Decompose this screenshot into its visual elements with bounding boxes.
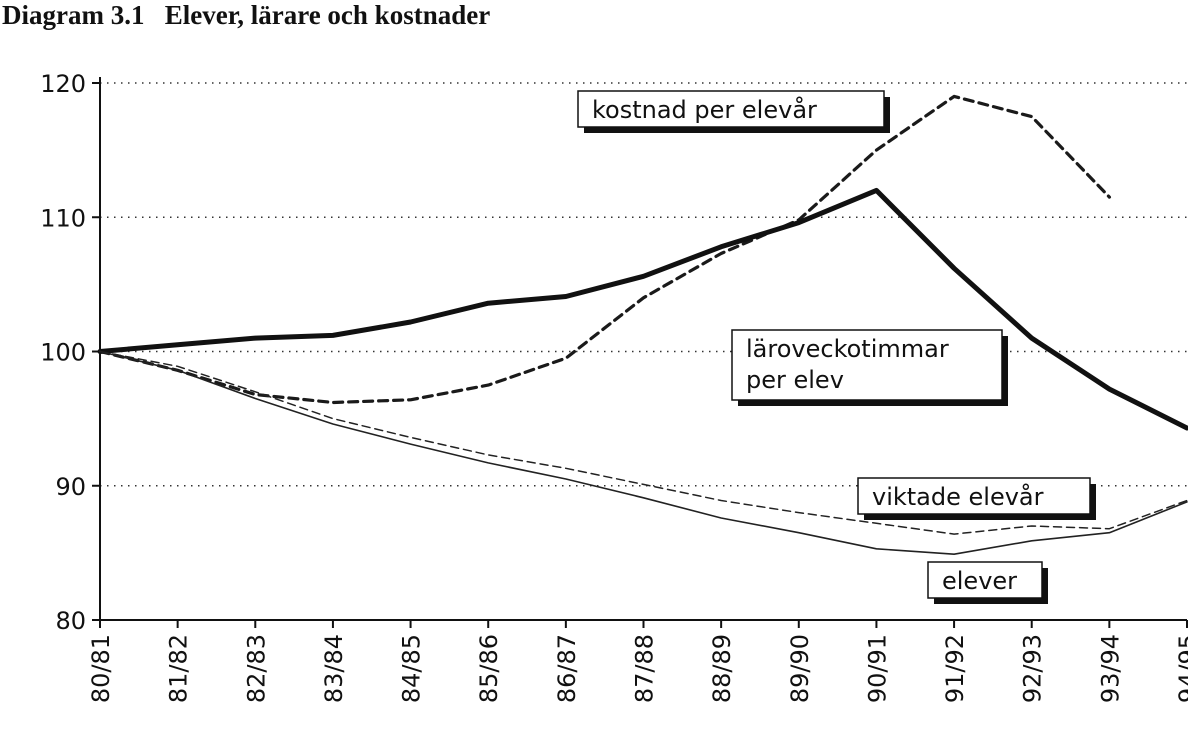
chart-title: Diagram 3.1 Elever, lärare och kostnader (2, 0, 491, 30)
x-tick-label: 87/88 (631, 634, 659, 703)
y-tick-label: 100 (40, 339, 86, 367)
label-text: viktade elevår (872, 482, 1044, 511)
label-box (857, 477, 1091, 515)
x-tick-label: 85/86 (475, 634, 503, 703)
series-line-4 (99, 350, 1188, 556)
label-text: elever (942, 567, 1017, 595)
gridlines (100, 82, 1187, 487)
y-tick-labels: 80 90 100 110 120 (40, 70, 86, 635)
series-label-2: läroveckotimmar per elev (731, 329, 1008, 406)
series-lines (97, 94, 1188, 556)
x-tick-label: 89/90 (786, 634, 814, 703)
y-tick-label: 110 (40, 204, 86, 232)
x-tick-label: 83/84 (320, 634, 348, 703)
x-tick-label: 92/93 (1019, 634, 1047, 703)
label-text: läroveckotimmar (746, 335, 949, 363)
x-tick-label: 93/94 (1096, 634, 1124, 703)
series-label-3: viktade elevår (857, 477, 1096, 520)
series-label-1: kostnad per elevår (577, 90, 890, 133)
x-tick-labels: 80/81 81/82 82/83 83/84 84/85 85/86 86/87 87/88… (87, 634, 1188, 703)
x-tick-label: 86/87 (553, 634, 581, 703)
axes (92, 77, 1188, 628)
y-tick-label: 120 (40, 70, 86, 98)
x-tick-label: 88/89 (708, 634, 736, 703)
x-tick-label: 80/81 (87, 634, 115, 703)
x-tick-label: 81/82 (165, 634, 193, 703)
y-tick-label: 80 (55, 607, 86, 635)
x-tick-label: 94/95 (1174, 634, 1188, 703)
label-box (731, 329, 1003, 401)
series-line-3 (99, 350, 1188, 535)
x-tick-label: 82/83 (242, 634, 270, 703)
series-labels: kostnad per elevår läroveckotimmar per ele… (577, 90, 1096, 604)
label-box (577, 90, 885, 128)
series-label-4: elever (927, 561, 1048, 604)
x-tick-label: 90/91 (863, 634, 891, 703)
series-line-2 (97, 187, 1188, 431)
y-tick-label: 90 (55, 473, 86, 501)
x-tick-label: 91/92 (941, 634, 969, 703)
label-box (927, 561, 1043, 599)
label-text: per elev (746, 366, 844, 394)
label-text: kostnad per elevår (592, 95, 817, 124)
x-tick-label: 84/85 (398, 634, 426, 703)
